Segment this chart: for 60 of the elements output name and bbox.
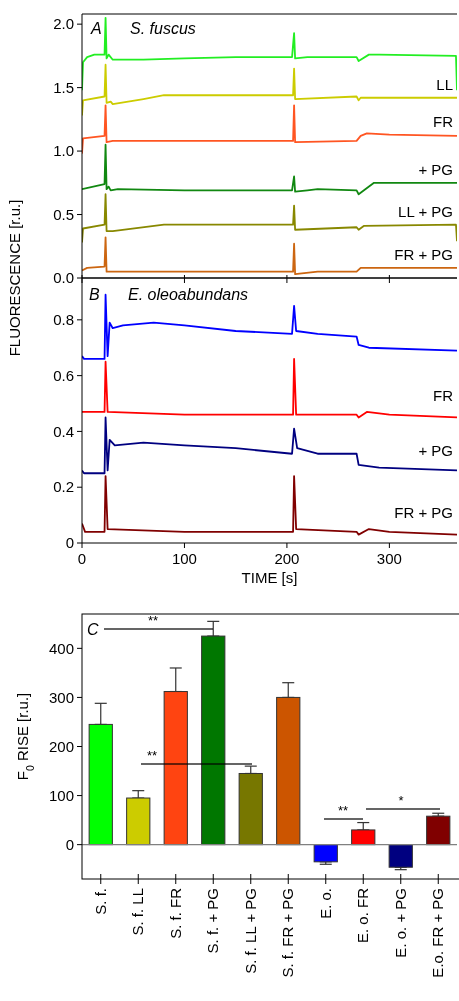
series-label: FR + PG — [394, 245, 453, 263]
significance-bracket: * — [366, 793, 440, 810]
annotation: * — [398, 793, 404, 808]
bar — [313, 844, 338, 863]
line-series — [82, 358, 457, 419]
x-tick-label: S. f. — [91, 888, 109, 915]
y-tick-label: 0.8 — [53, 311, 74, 329]
line-series — [82, 143, 457, 196]
annotation: ** — [147, 613, 159, 628]
y-axis-title: FLUORESCENCE [r.u.] — [6, 199, 23, 357]
significance-bracket: ** — [324, 803, 363, 820]
annotation: C — [87, 621, 99, 638]
significance-bracket: ** — [141, 748, 252, 765]
y-tick-label: 2.0 — [53, 15, 74, 33]
x-tick-label: 200 — [274, 550, 300, 567]
x-tick-label: S. f. FR + PG — [279, 888, 297, 978]
y-tick-label: 400 — [48, 639, 74, 657]
annotation: B — [89, 286, 100, 303]
y-tick-label: 0.5 — [53, 205, 74, 223]
x-tick-label: E. o. FR — [354, 887, 372, 944]
x-tick-label: S. f. + PG — [204, 888, 222, 954]
y-tick-label: 100 — [48, 786, 74, 804]
x-tick-label: E. o. — [316, 888, 334, 919]
y-tick-label: 0.2 — [53, 478, 74, 496]
y-tick-label: 0.0 — [53, 269, 74, 287]
line-series — [82, 416, 457, 475]
x-tick-label: S. f. LL — [129, 888, 147, 936]
y-tick-label: 200 — [48, 737, 74, 755]
x-tick-label: S. f. FR — [166, 887, 184, 939]
annotation: E. oleoabundans — [128, 286, 249, 303]
series-label: FR — [433, 386, 454, 404]
series-label: FR — [433, 112, 454, 130]
x-axis-title: TIME [s] — [241, 569, 298, 586]
bar — [426, 815, 451, 846]
line-series — [82, 475, 457, 536]
annotation: S. fuscus — [130, 20, 196, 37]
annotation: ** — [146, 748, 158, 763]
bar — [388, 844, 413, 868]
x-tick-label: 0 — [77, 550, 87, 567]
x-tick-label: 100 — [171, 550, 197, 567]
y-tick-label: 1.5 — [53, 78, 74, 96]
annotation: A — [90, 20, 102, 37]
series-label: LL + PG — [398, 202, 453, 220]
y-tick-label: 300 — [48, 688, 74, 706]
series-label: + PG — [418, 160, 453, 178]
y-tick-label: 0 — [65, 835, 74, 853]
significance-bracket: ** — [104, 613, 213, 630]
series-label: FR + PG — [394, 503, 453, 521]
x-tick-label: 300 — [376, 550, 402, 567]
annotation: ** — [337, 803, 349, 818]
x-tick-label: E.o. FR + PG — [429, 888, 447, 978]
x-tick-label: E. o. + PG — [391, 888, 409, 958]
y-tick-label: 0 — [65, 534, 74, 552]
y-tick-label: 1.0 — [53, 142, 74, 160]
y-tick-label: 0.6 — [53, 366, 74, 384]
series-label: LL — [436, 75, 453, 93]
x-tick-label: S. f. LL + PG — [241, 888, 259, 974]
series-label: + PG — [418, 442, 453, 460]
y-tick-label: 0.4 — [53, 422, 74, 440]
line-series — [82, 193, 457, 244]
